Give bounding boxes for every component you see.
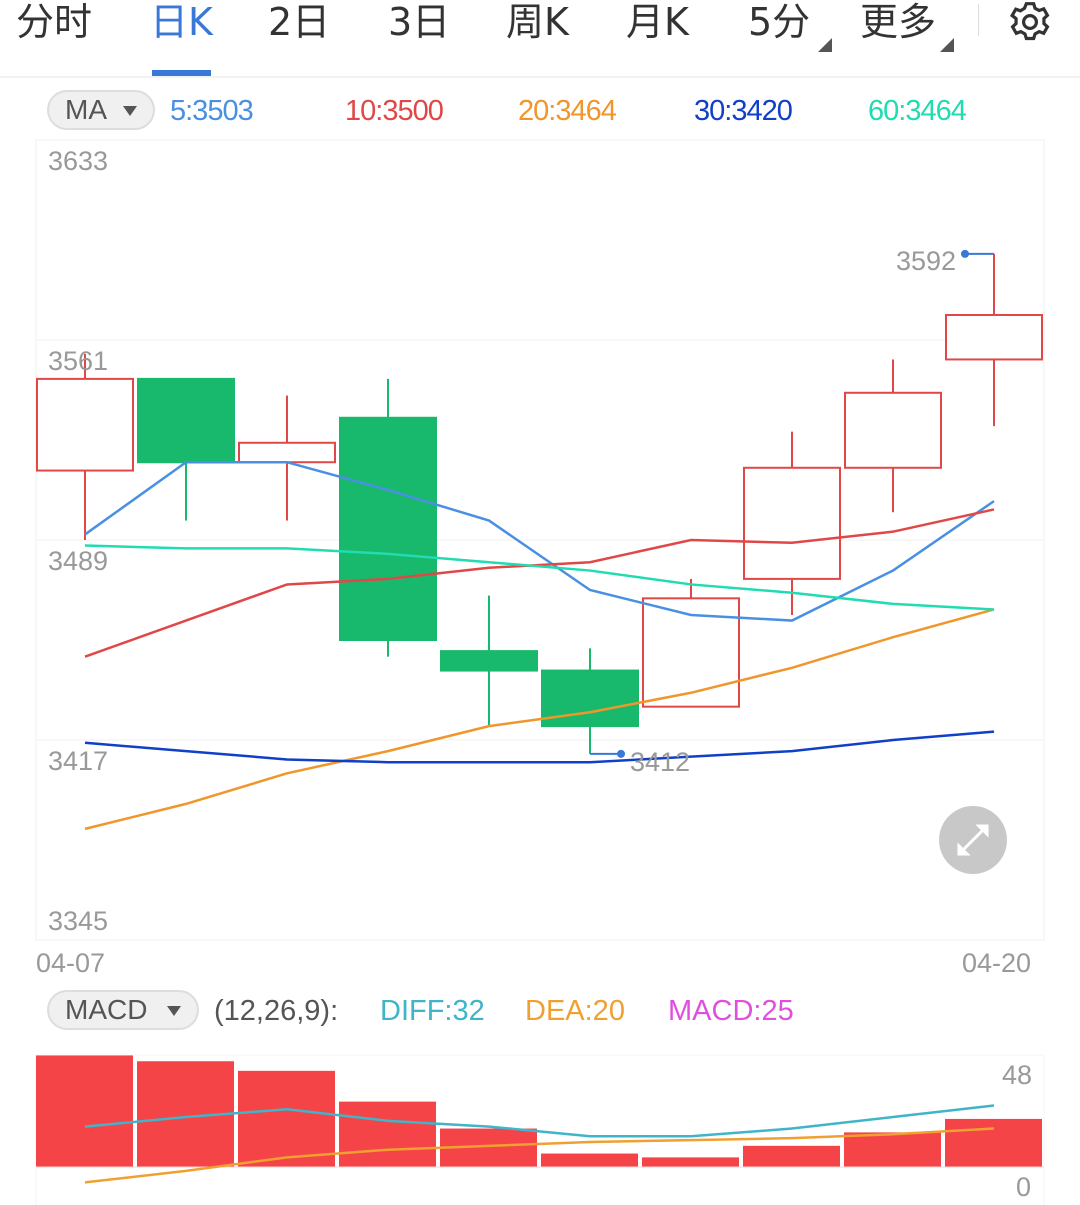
candle-up [36,377,134,472]
macd-value: MACD:25 [668,995,794,1027]
candle-up [844,391,942,469]
macd-bar [844,1132,941,1167]
macd-y-tick-label: 0 [1016,1172,1032,1202]
annotation-dot [617,749,625,758]
ma5-value: 5:3503 [170,95,254,127]
candle-up [743,466,841,580]
ma10-value: 10:3500 [345,95,444,127]
macd-select-label: MACD [65,994,148,1025]
macd-bar [238,1070,335,1167]
y-tick-label: 3633 [48,146,109,176]
diff-line [84,1104,995,1138]
low-annotation: 3412 [630,747,691,777]
divider [978,4,979,36]
candle-down [339,416,437,641]
y-tick-label: 3561 [48,346,109,376]
caret-down-icon [167,1006,181,1016]
x-tick-label: 04-20 [962,948,1032,978]
macd-y-tick-label: 48 [1002,1060,1033,1090]
dea-line [84,1127,995,1184]
dropdown-corner-icon [818,38,832,52]
ma-indicator-select[interactable]: MA [47,90,155,130]
tab-intraday[interactable]: 分时 [16,0,93,44]
caret-down-icon [123,106,137,116]
ma60-value: 60:3464 [868,95,967,127]
macd-bar [339,1101,436,1167]
ma60-line [84,544,995,611]
macd-params: (12,26,9): [214,995,339,1027]
candle-down [137,377,235,464]
ma10-line [84,508,995,658]
dropdown-corner-icon [940,38,954,52]
macd-bar [36,1055,133,1167]
macd-bar [743,1145,840,1167]
y-tick-label: 3417 [48,746,109,776]
ma30-value: 30:3420 [694,95,793,127]
y-tick-label: 3489 [48,546,109,576]
candle-down [541,669,639,728]
tab-2-day[interactable]: 2日 [268,0,331,44]
macd-bar [945,1118,1042,1167]
tab-5-min[interactable]: 5分 [748,0,811,44]
tab-daily-k[interactable]: 日K [150,0,213,76]
x-tick-label: 04-07 [36,948,106,978]
tab-weekly-k[interactable]: 周K [506,0,569,44]
ma-select-label: MA [65,94,107,125]
gear-icon[interactable] [1006,0,1054,44]
ma5-line [84,460,995,622]
ma30-line [84,730,995,764]
y-tick-label: 3345 [48,906,109,936]
high-annotation: 3592 [896,246,957,276]
expand-arrows-icon[interactable] [939,806,1007,874]
macd-bar [541,1153,638,1167]
candle-up [945,314,1043,361]
tab-3-day[interactable]: 3日 [388,0,451,44]
tab-more[interactable]: 更多 [860,0,937,44]
diff-value: DIFF:32 [380,995,485,1027]
period-tabs: 分时 日K 2日 3日 周K 月K 5分 更多 [0,0,1080,78]
tab-monthly-k[interactable]: 月K [626,0,689,44]
ma20-value: 20:3464 [518,95,617,127]
annotation-dot [961,249,969,258]
ma20-line [84,608,995,831]
candle-down [440,650,538,672]
macd-bar [642,1157,739,1167]
candle-up [238,441,336,464]
macd-indicator-select[interactable]: MACD [47,990,199,1030]
dea-value: DEA:20 [525,995,625,1027]
